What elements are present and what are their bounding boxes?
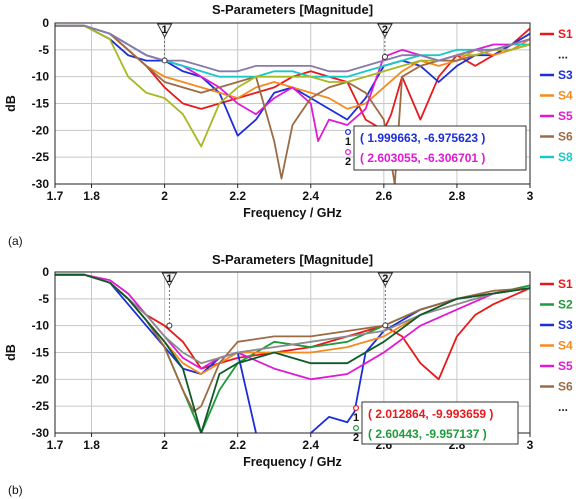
series-line-1: [55, 24, 530, 132]
series-line-1: [55, 273, 530, 381]
y-tick-label: -25: [32, 399, 50, 413]
legend-label: S4: [558, 89, 573, 103]
y-tick-label: -10: [32, 319, 50, 333]
x-axis-label: Frequency / GHz: [243, 455, 342, 469]
y-tick-label: -30: [32, 426, 50, 440]
x-tick-label: 2.4: [302, 189, 319, 203]
marker-triangle: [377, 23, 393, 39]
panel-label: (b): [8, 483, 23, 497]
legend-label: S6: [558, 380, 573, 394]
legend-label: S1: [558, 277, 573, 291]
chart-title: S-Parameters [Magnitude]: [212, 252, 373, 267]
plot-frame: [54, 271, 531, 434]
legend-label: S8: [558, 150, 573, 164]
readout-dot: [345, 129, 352, 136]
marker-readout-box: [361, 401, 519, 445]
series-line-3: [55, 24, 530, 110]
marker-label: 2: [382, 24, 388, 36]
marker-point: [166, 322, 173, 329]
marker-point: [381, 53, 388, 60]
y-tick-label: -20: [32, 123, 50, 137]
readout-value: ( 1.999663, -6.975623 ): [360, 131, 485, 145]
legend-label: S3: [558, 318, 573, 332]
readout-index: 2: [353, 432, 359, 444]
x-tick-label: 2: [161, 189, 168, 203]
readout-value: ( 2.603055, -6.306701 ): [360, 151, 485, 165]
x-tick-label: 1.8: [83, 189, 100, 203]
y-tick-label: -5: [38, 292, 49, 306]
series-line-3: [55, 273, 530, 433]
readout-index: 1: [345, 136, 351, 148]
marker-triangle: [161, 272, 178, 288]
series-line-6: [55, 273, 530, 413]
x-tick-label: 2.6: [376, 189, 393, 203]
series-group: [55, 273, 530, 433]
y-tick-label: -5: [38, 43, 49, 57]
series-line-2: [55, 24, 530, 137]
marker-point: [382, 322, 389, 329]
series-line-4: [55, 273, 530, 375]
legend-label: S5: [558, 359, 573, 373]
y-tick-label: 0: [42, 265, 49, 279]
x-tick-label: 2.4: [302, 438, 319, 452]
legend-label: S1: [558, 27, 573, 41]
legend-label: S3: [558, 68, 573, 82]
legend-label: S5: [558, 109, 573, 123]
y-tick-label: -10: [32, 70, 50, 84]
series-line-8: [55, 24, 530, 73]
marker-readout-box: [353, 125, 527, 171]
readout-value: ( 2.60443, -9.957137 ): [368, 427, 487, 441]
chart-title: S-Parameters [Magnitude]: [212, 2, 373, 17]
x-tick-label: 1.8: [83, 438, 100, 452]
marker-label: 2: [382, 273, 388, 285]
readout-dot: [353, 425, 360, 432]
readout-index: 1: [353, 412, 359, 424]
legend-ellipsis: ...: [558, 48, 568, 62]
series-line-5: [55, 24, 530, 184]
panel-label: (a): [8, 234, 23, 248]
plot-frame: [54, 22, 531, 185]
x-axis-label: Frequency / GHz: [243, 206, 342, 220]
series-line-8: [55, 273, 530, 433]
x-tick-label: 2.2: [229, 438, 246, 452]
y-tick-label: 0: [42, 16, 49, 30]
legend-label: S4: [558, 339, 573, 353]
legend-label: S2: [558, 298, 573, 312]
y-tick-label: -25: [32, 150, 50, 164]
marker-triangle: [156, 23, 173, 39]
y-tick-label: -30: [32, 177, 50, 191]
x-tick-label: 3: [527, 189, 534, 203]
chart-panel-b: S-Parameters [Magnitude]1.7 1.8 2 2.2 2.4 2.6…: [4, 252, 573, 497]
y-axis-label: dB: [4, 95, 18, 112]
x-tick-label: 3: [527, 438, 534, 452]
x-tick-label: 2: [161, 438, 168, 452]
readout-value: ( 2.012864, -9.993659 ): [368, 407, 493, 421]
x-tick-label: 1.7: [47, 438, 64, 452]
marker-triangle: [377, 272, 394, 288]
y-tick-label: -15: [32, 97, 50, 111]
y-tick-label: -20: [32, 372, 50, 386]
series-group: [55, 24, 530, 184]
marker-point: [161, 57, 168, 64]
readout-dot: [345, 149, 352, 156]
legend-label: S6: [558, 130, 573, 144]
x-tick-label: 2.2: [229, 189, 246, 203]
y-axis-label: dB: [4, 344, 18, 361]
readout-index: 2: [345, 156, 351, 168]
x-tick-label: 2.8: [449, 189, 466, 203]
marker-label: 1: [166, 273, 172, 285]
x-tick-label: 1.7: [47, 189, 64, 203]
series-line-6: [55, 24, 530, 78]
readout-dot: [353, 405, 360, 412]
marker-label: 1: [162, 24, 168, 36]
chart-panel-a: S-Parameters [Magnitude] 1.7 1.8 2 2.2 2.4 2.6…: [4, 2, 573, 248]
series-line-5: [55, 273, 530, 381]
legend-ellipsis: ...: [558, 400, 568, 414]
y-tick-label: -15: [32, 346, 50, 360]
